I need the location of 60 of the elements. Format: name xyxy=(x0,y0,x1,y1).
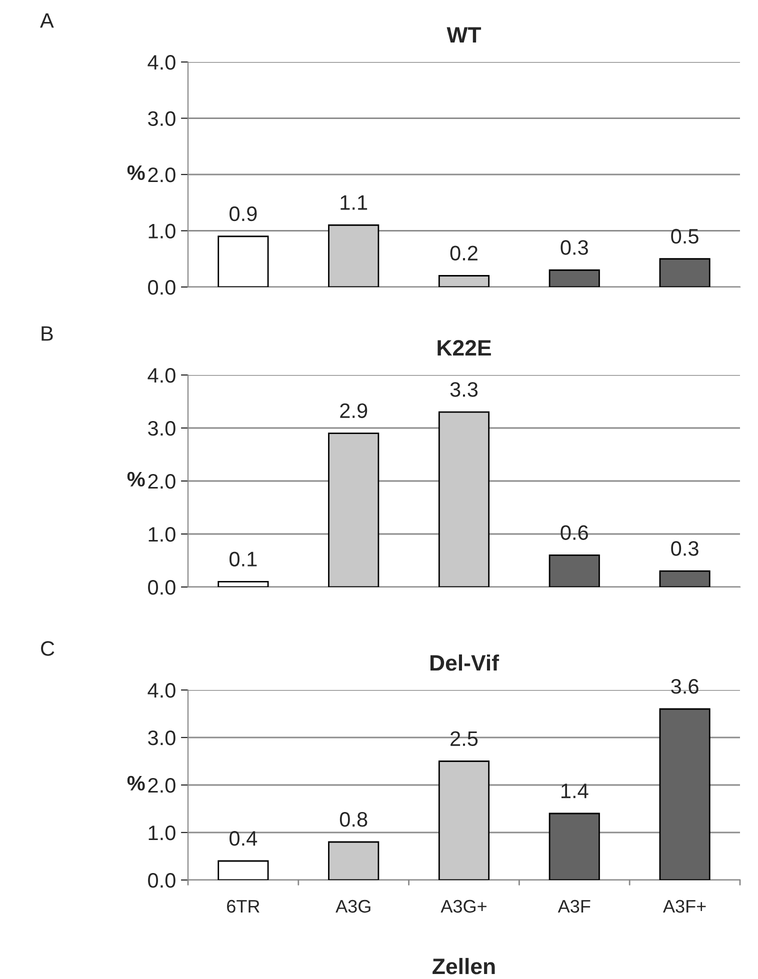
data-label: 0.3 xyxy=(560,240,588,255)
text: B xyxy=(42,326,53,341)
bar xyxy=(438,275,490,287)
x-tick-label: 6TR xyxy=(227,900,260,913)
data-label: 2.5 xyxy=(450,731,478,746)
data-label: 1.4 xyxy=(562,784,588,798)
y-tick-label: 3.0 xyxy=(148,111,176,126)
y-tick-label: 2.0 xyxy=(148,778,176,793)
bar xyxy=(328,224,380,287)
bar xyxy=(218,581,269,587)
y-tick-label: 4.0 xyxy=(148,368,176,383)
text: C xyxy=(41,641,54,656)
data-label: 0.1 xyxy=(230,552,257,566)
bar xyxy=(548,554,600,587)
y-tick-label: 2.0 xyxy=(148,168,176,182)
bar xyxy=(218,860,269,880)
y-tick-label: 4.0 xyxy=(148,683,176,698)
y-tick-label: 0.0 xyxy=(148,580,176,595)
bar xyxy=(659,570,710,587)
y-tick-label: 2.0 xyxy=(148,474,176,489)
data-label: 0.5 xyxy=(671,228,698,244)
y-axis-title: % xyxy=(127,472,145,487)
x-tick-label: A3G+ xyxy=(440,900,486,913)
x-tick-label: A3G xyxy=(336,900,370,913)
bar xyxy=(659,258,710,287)
bar xyxy=(548,812,600,880)
x-tick-label: A3F+ xyxy=(663,900,706,913)
chart-title: WT xyxy=(446,27,482,43)
bar xyxy=(438,411,490,587)
y-axis-title: % xyxy=(127,776,145,791)
bar xyxy=(438,760,490,880)
x-axis-title: Zellen xyxy=(432,958,495,974)
chart-title: Del-Vif xyxy=(430,654,500,671)
y-tick-label: 3.0 xyxy=(148,421,176,436)
data-label: 0.6 xyxy=(560,525,588,540)
bar xyxy=(548,269,600,287)
y-tick-label: 0.0 xyxy=(148,280,176,295)
data-label: 3.3 xyxy=(450,382,478,397)
bar xyxy=(328,841,380,880)
y-tick-label: 3.0 xyxy=(148,730,176,746)
data-label: 1.1 xyxy=(340,195,368,210)
y-tick-label: 1.0 xyxy=(148,224,176,239)
data-label: 0.8 xyxy=(340,812,368,827)
y-tick-label: 1.0 xyxy=(148,527,176,542)
data-label: 0.9 xyxy=(230,206,257,222)
text: A xyxy=(40,13,54,28)
data-label: 0.3 xyxy=(671,541,698,556)
data-label: 2.9 xyxy=(340,403,368,418)
y-tick-label: 1.0 xyxy=(148,826,176,840)
chart-title: K22E xyxy=(438,340,491,356)
x-tick-label: A3F xyxy=(558,900,590,913)
y-axis-title: % xyxy=(127,165,145,180)
data-label: 3.6 xyxy=(671,679,698,694)
y-tick-label: 0.0 xyxy=(148,873,176,888)
data-label: 0.4 xyxy=(230,831,258,846)
data-label: 0.2 xyxy=(450,246,478,261)
bar xyxy=(328,432,380,587)
bar xyxy=(659,708,710,880)
bar xyxy=(218,236,269,287)
y-tick-label: 4.0 xyxy=(148,55,176,70)
